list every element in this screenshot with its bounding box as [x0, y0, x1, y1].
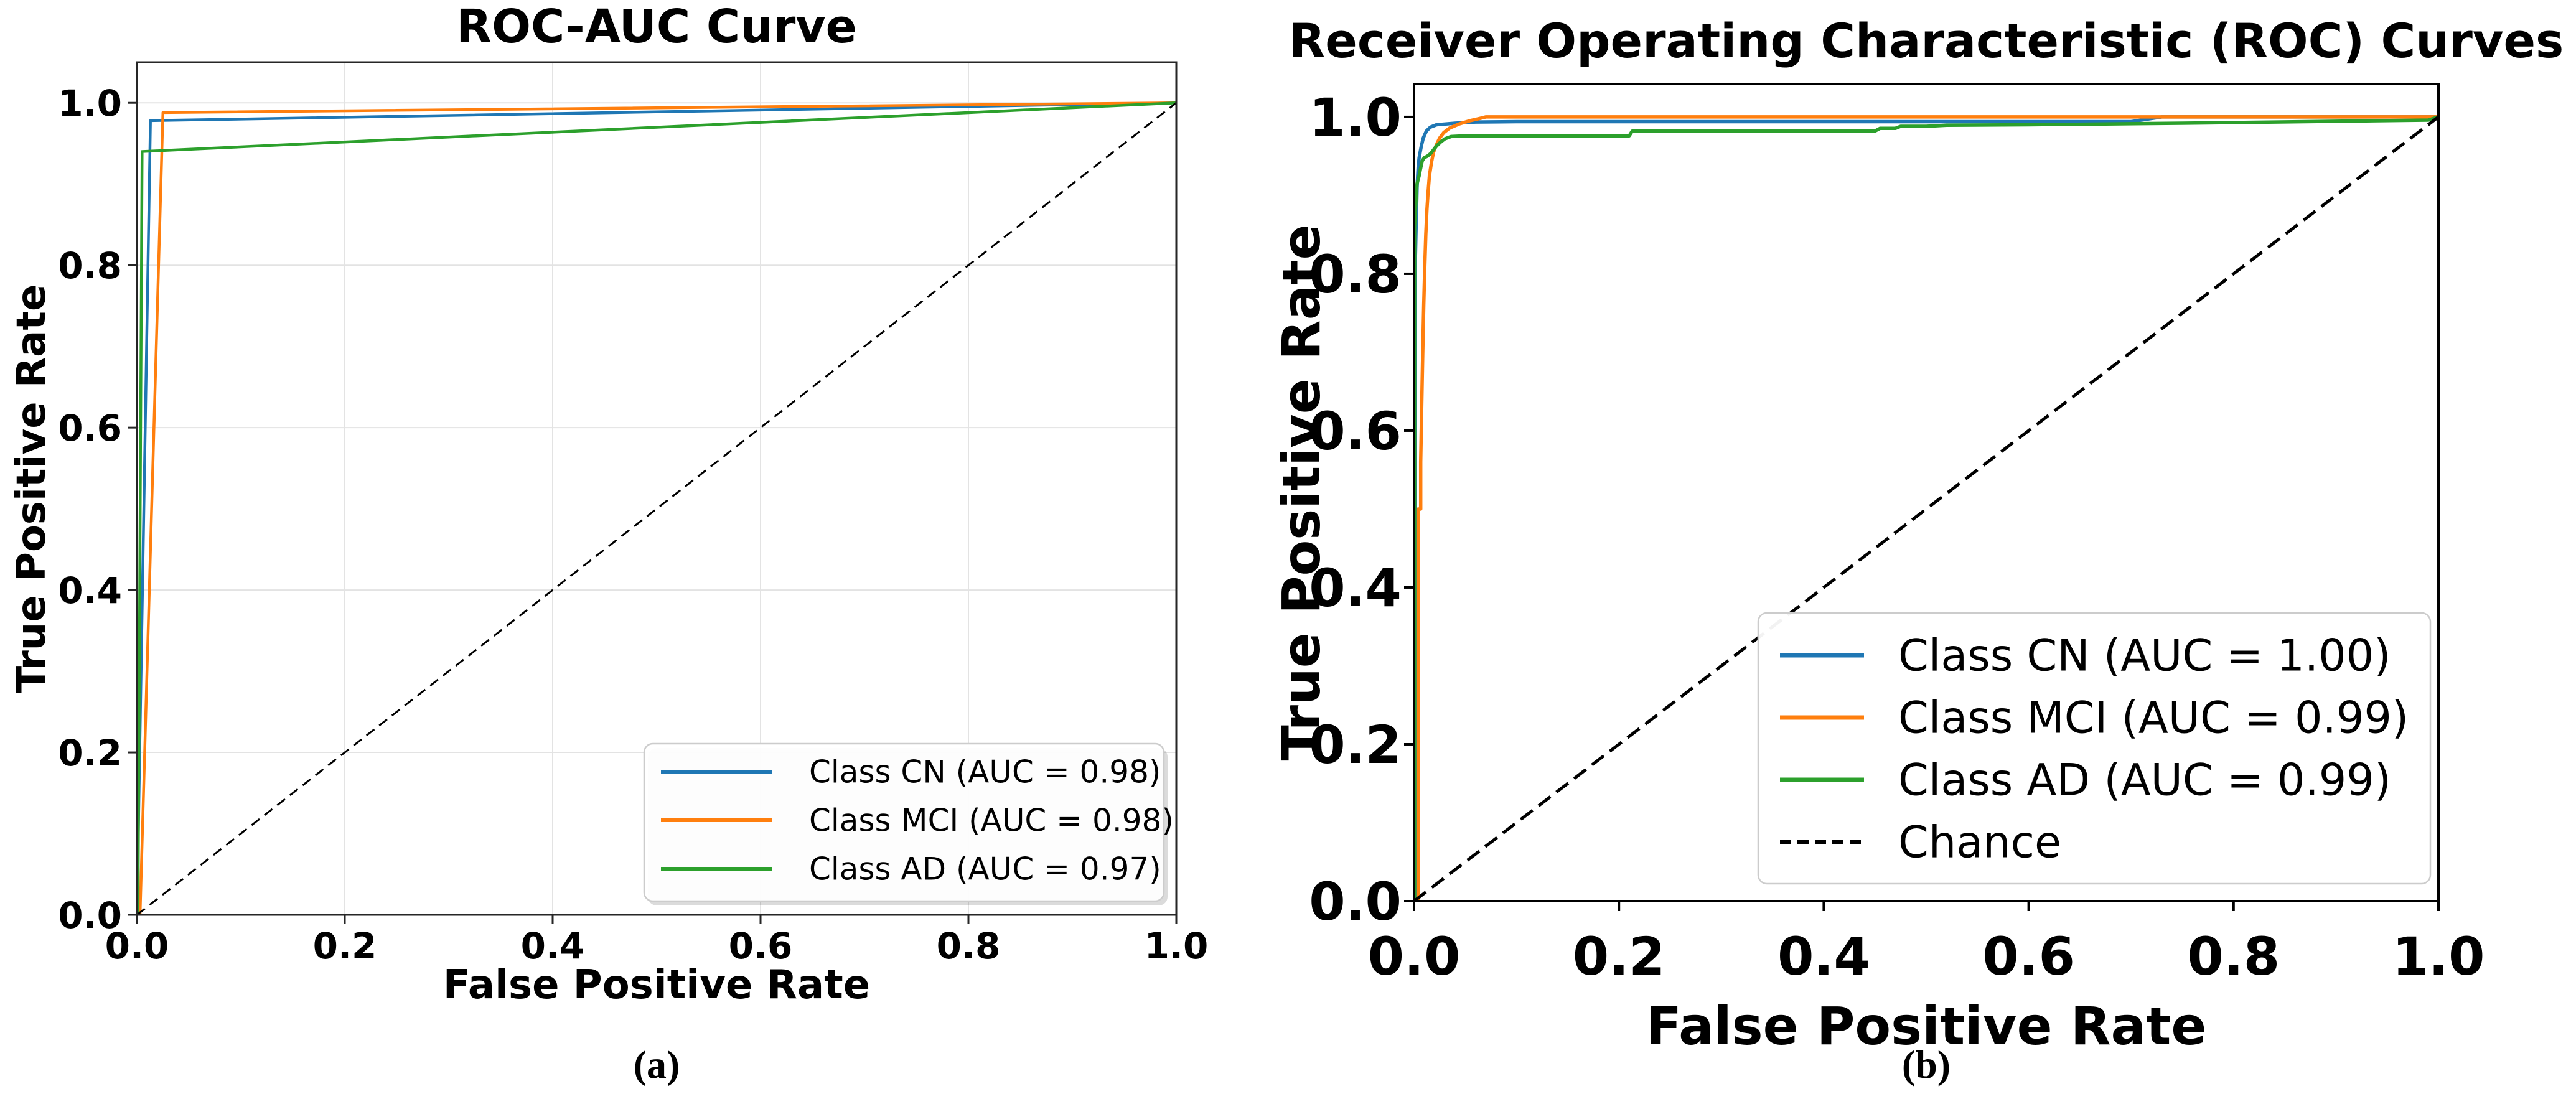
y-axis-label: True Positive Rate — [9, 284, 55, 693]
y-tick-label: 0.8 — [58, 245, 122, 287]
x-tick-label: 1.0 — [2392, 926, 2485, 987]
caption-b: (b) — [1902, 1042, 1951, 1087]
chart-background — [1276, 0, 2576, 1104]
y-tick-label: 0.6 — [58, 407, 122, 449]
ticks — [1404, 115, 2440, 911]
roc-chart-b: 0.0 0.2 0.4 0.6 0.8 1.0 0.0 0.2 0.4 0.6 0.8 1.0 Rece… — [1276, 0, 2576, 1104]
chance-line — [136, 102, 1177, 916]
axes-frame — [136, 61, 1178, 916]
x-axis-label: False Positive Rate — [443, 962, 870, 1008]
roc-curve-mci — [138, 101, 1177, 915]
y-tick-label: 0.4 — [58, 569, 122, 612]
x-tick-label: 0.8 — [937, 925, 1001, 967]
panel-roc-auc-curve: 0.0 0.2 0.4 0.6 0.8 1.0 0.0 0.2 0.4 0.6 0.8 1.0 ROC-… — [0, 0, 1276, 1104]
y-tick-label: 0.2 — [1309, 714, 1402, 775]
x-tick-label: 0.0 — [1368, 926, 1461, 987]
y-tick-label: 0.0 — [1309, 871, 1402, 932]
y-tick-label: 0.4 — [1309, 558, 1402, 619]
legend-label-cn: Class CN (AUC = 1.00) — [1898, 630, 2391, 681]
panel-roc-curves: 0.0 0.2 0.4 0.6 0.8 1.0 0.0 0.2 0.4 0.6 0.8 1.0 Rece… — [1276, 0, 2576, 1104]
curves — [136, 101, 1177, 916]
legend-box — [643, 742, 1165, 902]
legend-label-mci: Class MCI (AUC = 0.99) — [1898, 693, 2409, 744]
x-tick-label: 0.4 — [521, 925, 585, 967]
y-axis-label: True Positive Rate — [1276, 225, 1332, 761]
legend-label-mci: Class MCI (AUC = 0.98) — [809, 803, 1174, 839]
caption-a: (a) — [634, 1042, 680, 1087]
x-tick-label: 0.0 — [105, 925, 169, 967]
legend-label-cn: Class CN (AUC = 0.98) — [809, 754, 1161, 790]
y-tick-label: 0.6 — [1309, 401, 1402, 462]
x-axis-label: False Positive Rate — [1646, 996, 2207, 1057]
ticks — [128, 101, 1178, 924]
legend-label-chance: Chance — [1898, 817, 2061, 868]
y-tick-label: 0.0 — [58, 894, 122, 937]
axes-frame — [1413, 83, 2440, 902]
roc-curve-ad — [1413, 115, 2439, 901]
chart-title: Receiver Operating Characteristic (ROC) … — [1289, 13, 2564, 68]
y-tick-label: 0.8 — [1309, 244, 1402, 305]
roc-curve-mci — [1416, 115, 2438, 901]
x-tick-label: 0.6 — [729, 925, 793, 967]
x-tick-label: 0.4 — [1777, 926, 1870, 987]
x-tick-label: 0.2 — [1573, 926, 1665, 987]
roc-curve-cn — [136, 101, 1177, 915]
x-tick-label: 1.0 — [1145, 925, 1209, 967]
roc-curve-ad — [136, 101, 1177, 915]
chart-background — [0, 0, 1276, 1104]
chart-title: ROC-AUC Curve — [456, 0, 857, 54]
legend-label-ad: Class AD (AUC = 0.99) — [1898, 755, 2391, 806]
legend: Class CN (AUC = 0.98) Class MCI (AUC = 0.… — [643, 742, 1174, 905]
legend-label-ad: Class AD (AUC = 0.97) — [809, 851, 1161, 887]
roc-chart-a: 0.0 0.2 0.4 0.6 0.8 1.0 0.0 0.2 0.4 0.6 0.8 1.0 ROC-… — [0, 0, 1276, 1104]
x-tick-label: 0.6 — [1982, 926, 2075, 987]
curves — [1413, 115, 2440, 902]
x-tick-label: 0.2 — [313, 925, 377, 967]
legend-box — [1757, 612, 2432, 885]
chance-line — [1413, 115, 2440, 902]
x-tick-label: 0.8 — [2187, 926, 2280, 987]
y-tick-label: 0.2 — [58, 732, 122, 774]
y-tick-label: 1.0 — [58, 82, 122, 124]
legend: Class CN (AUC = 1.00) Class MCI (AUC = 0.… — [1757, 612, 2432, 885]
y-tick-label: 1.0 — [1309, 87, 1402, 148]
